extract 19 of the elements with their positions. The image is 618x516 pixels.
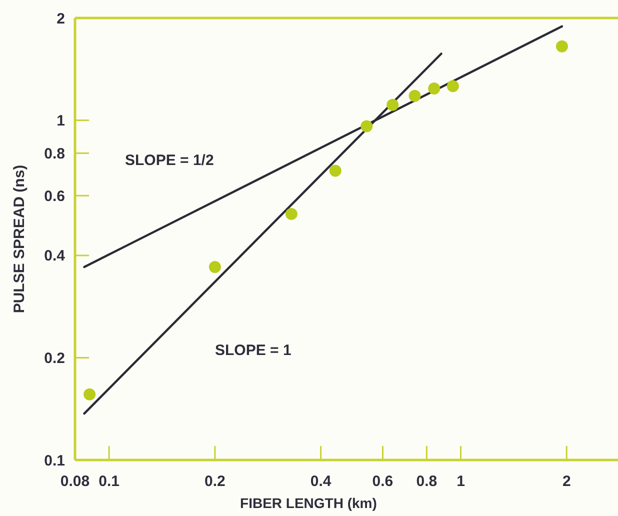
x-tick-label: 0.8 xyxy=(416,473,438,490)
x-axis-title: FIBER LENGTH (km) xyxy=(240,495,377,511)
y-axis-title: PULSE SPREAD (ns) xyxy=(11,164,28,314)
x-tick-label: 0.08 xyxy=(60,473,90,490)
x-tick-label: 0.4 xyxy=(310,473,332,490)
y-tick-label: 0.2 xyxy=(44,350,65,367)
y-tick-label: 0.8 xyxy=(44,145,65,162)
y-tick-label: 2 xyxy=(56,10,65,28)
annotation: SLOPE = 1 xyxy=(215,342,292,359)
y-tick-label: 0.6 xyxy=(44,188,65,205)
x-tick-label: 0.6 xyxy=(372,473,394,490)
y-tick-label: 1 xyxy=(56,112,65,130)
x-tick-label: 1 xyxy=(456,473,465,490)
x-tick-label: 0.2 xyxy=(204,473,226,490)
annotation: SLOPE = 1/2 xyxy=(125,152,214,169)
x-tick-label: 2 xyxy=(562,473,571,490)
y-tick-label: 0.1 xyxy=(44,452,65,470)
y-tick-label: 0.4 xyxy=(44,248,66,265)
x-tick-label: 0.1 xyxy=(98,473,120,490)
